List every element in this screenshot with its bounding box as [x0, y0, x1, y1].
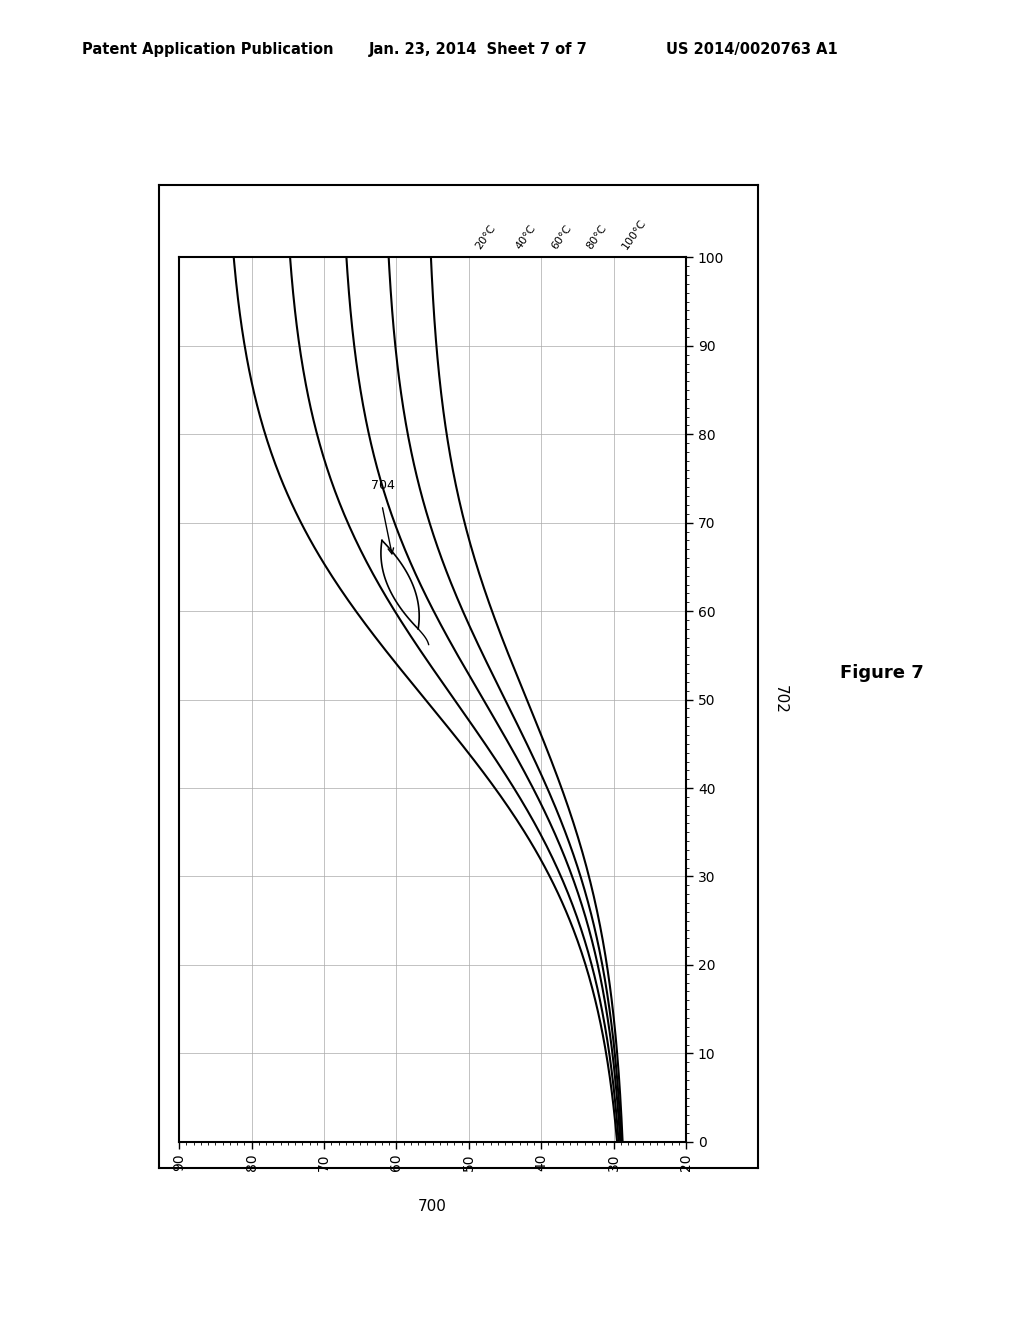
Text: 20°C: 20°C [473, 223, 497, 251]
Text: Patent Application Publication: Patent Application Publication [82, 42, 334, 57]
Y-axis label: 702: 702 [773, 685, 787, 714]
Text: Jan. 23, 2014  Sheet 7 of 7: Jan. 23, 2014 Sheet 7 of 7 [369, 42, 588, 57]
Text: US 2014/0020763 A1: US 2014/0020763 A1 [666, 42, 838, 57]
Text: 100°C: 100°C [621, 216, 648, 251]
Text: 40°C: 40°C [514, 223, 538, 251]
Text: 80°C: 80°C [585, 223, 608, 251]
Text: Figure 7: Figure 7 [840, 664, 924, 682]
Text: 704: 704 [371, 479, 395, 492]
X-axis label: 700: 700 [418, 1199, 447, 1214]
Text: 60°C: 60°C [549, 223, 573, 251]
